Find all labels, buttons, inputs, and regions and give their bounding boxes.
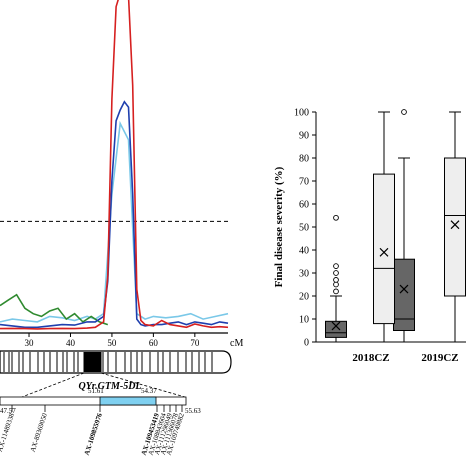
- qtl-interval-highlight: [99, 396, 157, 406]
- position-qtl-end: 54.37: [141, 387, 157, 395]
- box-mean-marker: [450, 220, 460, 230]
- box: [444, 111, 466, 343]
- box-y-tick-label: 90: [299, 131, 309, 142]
- marker-label: AX-109855976: [83, 412, 104, 457]
- box-y-tick-label: 100: [294, 108, 309, 119]
- lod-x-tick-label: 30: [25, 338, 35, 348]
- box-y-tick-label: 60: [299, 200, 309, 211]
- box-y-tick-label: 70: [299, 177, 309, 188]
- box-category-2019CZ: 2019CZ: [421, 352, 458, 364]
- marker-label: AX-11489338: [0, 412, 16, 453]
- box-mean-marker: [331, 321, 341, 331]
- box-body: [444, 157, 466, 297]
- map-bar: [0, 396, 187, 406]
- box-outlier: [333, 288, 339, 295]
- box-y-tick-label: 10: [299, 315, 309, 326]
- box-mean-marker: [399, 284, 409, 294]
- position-qtl-start: 51.61: [88, 387, 104, 395]
- position-right: 55.63: [185, 407, 201, 415]
- chromosome-panel: QYr.GTM-5DL 47.57 51.61 54.37 55.63 AX-1…: [0, 350, 232, 457]
- lod-profile-panel: 30 40 50 60 70 cM: [0, 0, 243, 349]
- lod-series-line: [0, 293, 109, 326]
- lod-x-unit: cM: [230, 338, 243, 349]
- box-mean-marker: [379, 247, 389, 257]
- box-y-tick-label: 40: [299, 246, 309, 257]
- box-outlier: [333, 214, 339, 221]
- box-y-tick-label: 80: [299, 154, 309, 165]
- lod-series-line: [0, 100, 229, 329]
- lod-x-tick-label: 60: [149, 338, 159, 348]
- box-outlier: [401, 109, 407, 115]
- box: [393, 109, 415, 343]
- box-outlier: [333, 270, 339, 276]
- box-y-tick-label: 30: [299, 269, 309, 280]
- box-body: [373, 173, 395, 325]
- lod-x-tick-label: 40: [66, 338, 76, 348]
- box-outlier: [333, 277, 339, 283]
- box-y-tick-label: 0: [304, 338, 309, 349]
- box-category-2018CZ: 2018CZ: [352, 352, 389, 364]
- box-outlier: [333, 263, 339, 269]
- lod-series-line: [0, 0, 229, 330]
- box-y-tick-label: 50: [299, 223, 309, 234]
- box: [325, 214, 347, 343]
- box-y-axis-label: Final disease severity (%): [273, 166, 285, 287]
- lod-x-tick-label: 70: [190, 338, 200, 348]
- position-left: 47.57: [0, 407, 16, 415]
- qtl-name: QYr.GTM-5DL: [78, 381, 141, 392]
- zoom-line-right: [100, 372, 186, 398]
- box-body: [393, 258, 415, 332]
- boxplot-panel: 0 10 20 30 40 50 60 70 80 90 100 Final disease sev…: [273, 108, 466, 364]
- box-outlier: [333, 281, 339, 288]
- zoom-line-left: [21, 372, 85, 398]
- lod-x-tick-label: 50: [107, 338, 117, 348]
- marker-label: AX-89369050: [29, 412, 49, 453]
- box-y-tick-label: 20: [299, 292, 309, 303]
- lod-series-line: [0, 120, 229, 323]
- box-body: [325, 320, 347, 338]
- box: [373, 111, 395, 343]
